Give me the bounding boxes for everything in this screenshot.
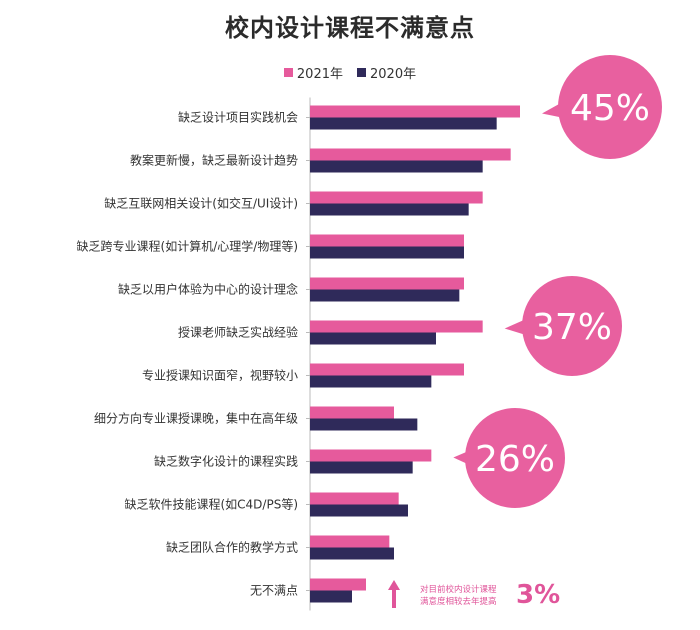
footnote-value: 3%: [516, 580, 561, 610]
legend-swatch-2020: [357, 68, 366, 77]
bar-2020: [310, 332, 436, 345]
category-label: 专业授课知识面窄，视野较小: [142, 368, 298, 383]
callout-bubble: [558, 55, 662, 159]
bar-2021: [310, 148, 511, 161]
bar-2021: [310, 492, 399, 505]
legend-item-2020: 2020年: [357, 63, 416, 82]
category-label: 教案更新慢，缺乏最新设计趋势: [130, 153, 298, 168]
bar-2020: [310, 246, 464, 259]
callout-bubble: [522, 276, 622, 376]
legend-item-2021: 2021年: [283, 63, 343, 82]
bar-2020: [310, 375, 432, 388]
bar-2020: [310, 203, 469, 216]
bar-2021: [310, 449, 432, 462]
callout-bubble: [465, 408, 565, 508]
callout-label: 37%: [532, 307, 612, 348]
bar-2020: [310, 547, 394, 560]
bar-2020: [310, 160, 483, 173]
bar-2020: [310, 590, 352, 603]
category-label: 缺乏跨专业课程(如计算机/心理学/物理等): [77, 239, 298, 254]
up-arrow-head: [388, 580, 400, 590]
footnote-line-2: 满意度相较去年提高: [420, 597, 497, 607]
callout-label: 26%: [475, 439, 555, 480]
category-label: 缺乏团队合作的教学方式: [166, 540, 298, 555]
bar-2020: [310, 461, 413, 474]
bar-2021: [310, 406, 394, 419]
bar-2021: [310, 191, 483, 204]
chart-title: 校内设计课程不满意点: [225, 14, 475, 42]
legend-label-2021: 2021年: [296, 67, 343, 82]
category-label: 缺乏以用户体验为中心的设计理念: [118, 282, 298, 297]
bar-2021: [310, 363, 464, 376]
up-arrow-icon: [388, 580, 400, 608]
bar-2021: [310, 234, 464, 247]
category-label: 无不满点: [250, 584, 298, 598]
bar-2020: [310, 504, 408, 517]
bar-2021: [310, 320, 483, 333]
up-arrow-shaft: [392, 589, 396, 608]
footnote-line-1: 对目前校内设计课程: [420, 585, 497, 595]
bar-2021: [310, 535, 390, 548]
bar-2021: [310, 578, 366, 591]
bar-2020: [310, 289, 460, 302]
bar-2021: [310, 277, 464, 290]
legend: 2021年 2020年: [0, 63, 700, 82]
category-label: 缺乏软件技能课程(如C4D/PS等): [124, 497, 298, 512]
category-label: 授课老师缺乏实战经验: [178, 325, 298, 340]
legend-label-2020: 2020年: [370, 67, 417, 82]
footnote: 对目前校内设计课程 满意度相较去年提高: [420, 584, 530, 608]
category-label: 缺乏设计项目实践机会: [178, 110, 298, 125]
callout-label: 45%: [570, 88, 650, 129]
legend-swatch-2021: [283, 68, 293, 77]
category-label: 缺乏数字化设计的课程实践: [154, 454, 298, 469]
category-label: 缺乏互联网相关设计(如交互/UI设计): [104, 196, 298, 211]
bar-2020: [310, 418, 418, 431]
bar-2021: [310, 105, 520, 118]
category-label: 细分方向专业课授课晚，集中在高年级: [94, 411, 298, 426]
bar-2020: [310, 117, 497, 130]
